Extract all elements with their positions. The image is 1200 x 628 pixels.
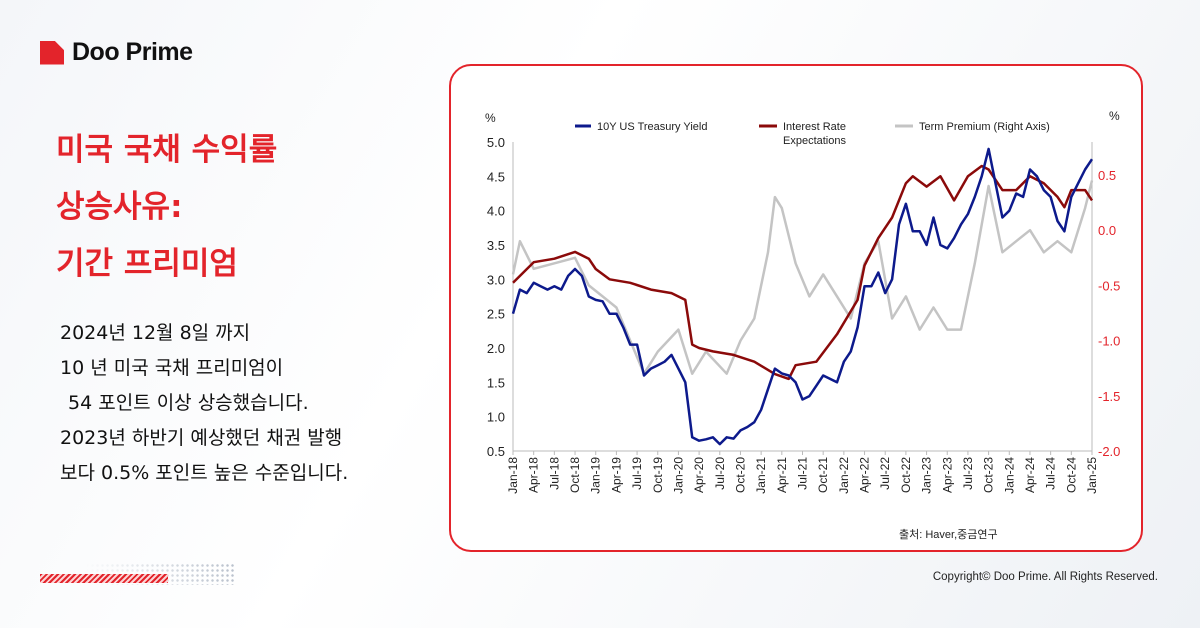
left-tick-label: 4.5: [487, 169, 505, 184]
x-tick-label: Apr-18: [527, 457, 541, 493]
x-tick-label: Jan-20: [671, 457, 685, 494]
left-tick-label: 5.0: [487, 135, 505, 150]
left-axis-unit: %: [485, 111, 496, 125]
headline-line: 기간 프리미엄: [56, 246, 238, 282]
x-tick-label: Jul-20: [713, 457, 727, 490]
x-tick-label: Jul-23: [961, 457, 975, 490]
x-tick-label: Apr-19: [609, 457, 623, 493]
x-tick-label: Apr-24: [1023, 457, 1037, 493]
description: 2024년 12월 8일 까지 10 년 미국 국채 프리미엄이 54 포인트 …: [60, 316, 348, 491]
series-line-term-premium-right-axis: [511, 180, 1094, 375]
x-tick-label: Apr-22: [858, 457, 872, 493]
left-tick-label: 1.0: [487, 410, 505, 425]
x-tick-label: Oct-19: [651, 457, 665, 493]
right-tick-label: 0.0: [1098, 223, 1116, 238]
left-tick-label: 4.0: [487, 204, 505, 219]
x-tick-label: Jan-25: [1085, 457, 1099, 494]
description-line: 2024년 12월 8일 까지: [60, 322, 251, 344]
x-tick-label: Jan-22: [837, 457, 851, 494]
source-note: 출처: Haver,중금연구: [899, 528, 998, 541]
description-line: 10 년 미국 국채 프리미엄이: [60, 357, 284, 379]
left-tick-label: 3.0: [487, 272, 505, 287]
x-tick-label: Jul-22: [878, 457, 892, 490]
x-tick-label: Oct-21: [816, 457, 830, 493]
legend: 10Y US Treasury Yield Interest Rate Expec…: [575, 121, 1050, 147]
x-tick-label: Oct-23: [982, 457, 996, 493]
x-tick-label: Jan-23: [920, 457, 934, 494]
x-tick-label: Oct-22: [899, 457, 913, 493]
series-line-10y-us-treasury-yield: [511, 147, 1094, 446]
right-tick-label: -0.5: [1098, 278, 1120, 293]
striped-bar-decoration: [40, 574, 168, 583]
right-tick-label: 0.5: [1098, 168, 1116, 183]
brand-logo: Doo Prime: [40, 38, 193, 67]
left-tick-label: 3.5: [487, 238, 505, 253]
headline-line: 상승사유:: [56, 189, 183, 225]
logo-mark-icon: [40, 40, 64, 65]
series-line-interest-rate-expectations: [512, 164, 1094, 381]
copyright: Copyright© Doo Prime. All Rights Reserve…: [932, 571, 1158, 583]
x-tick-label: Apr-21: [775, 457, 789, 493]
headline: 미국 국채 수익률 상승사유: 기간 프리미엄: [56, 122, 277, 293]
x-tick-label: Apr-20: [692, 457, 706, 493]
x-tick-label: Jan-24: [1002, 457, 1016, 494]
chart: % % 10Y US Treasury Yield Interest Rate E…: [485, 109, 1120, 541]
description-line: 2023년 하반기 예상했던 채권 발행: [60, 427, 343, 449]
right-tick-label: -1.0: [1098, 334, 1120, 349]
x-tick-label: Oct-24: [1064, 457, 1078, 493]
legend-label-term-premium: Term Premium (Right Axis): [919, 121, 1050, 133]
x-tick-label: Oct-20: [733, 457, 747, 493]
headline-line: 미국 국채 수익률: [56, 132, 278, 168]
left-tick-label: 2.5: [487, 307, 505, 322]
description-line: 54 포인트 이상 상승했습니다.: [68, 392, 309, 414]
x-tick-label: Jan-21: [754, 457, 768, 494]
x-tick-label: Oct-18: [568, 457, 582, 493]
left-tick-label: 1.5: [487, 375, 505, 390]
x-tick-label: Jul-24: [1044, 457, 1058, 490]
left-tick-label: 0.5: [487, 444, 505, 459]
brand-name: Doo Prime: [72, 38, 193, 66]
legend-label-yield: 10Y US Treasury Yield: [597, 121, 707, 133]
x-tick-label: Jan-19: [589, 457, 603, 494]
right-tick-label: -1.5: [1098, 389, 1120, 404]
legend-label-expectations: Interest Rate Expectations: [783, 121, 846, 147]
x-tick-label: Apr-23: [940, 457, 954, 493]
right-tick-label: -2.0: [1098, 444, 1120, 459]
left-tick-label: 2.0: [487, 341, 505, 356]
x-tick-label: Jan-18: [506, 457, 520, 494]
description-line: 보다 0.5% 포인트 높은 수준입니다.: [60, 462, 349, 484]
chart-card: % % 10Y US Treasury Yield Interest Rate E…: [449, 64, 1143, 552]
x-tick-label: Jul-21: [796, 457, 810, 490]
x-tick-label: Jul-18: [547, 457, 561, 490]
right-axis-unit: %: [1109, 109, 1120, 123]
x-tick-label: Jul-19: [630, 457, 644, 490]
